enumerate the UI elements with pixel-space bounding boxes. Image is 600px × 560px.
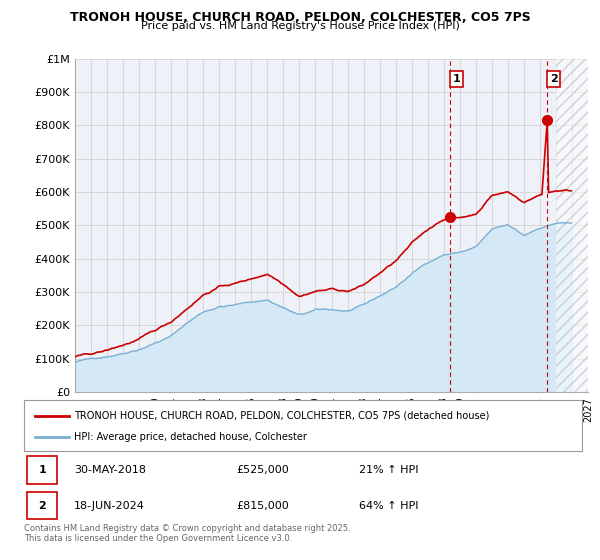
Text: Price paid vs. HM Land Registry's House Price Index (HPI): Price paid vs. HM Land Registry's House … (140, 21, 460, 31)
FancyBboxPatch shape (27, 492, 58, 519)
Bar (556, 59, 588, 392)
FancyBboxPatch shape (24, 400, 582, 451)
Text: Contains HM Land Registry data © Crown copyright and database right 2025.
This d: Contains HM Land Registry data © Crown c… (24, 524, 350, 543)
FancyBboxPatch shape (27, 456, 58, 484)
Text: 30-MAY-2018: 30-MAY-2018 (74, 465, 146, 475)
Text: £525,000: £525,000 (236, 465, 289, 475)
Text: 64% ↑ HPI: 64% ↑ HPI (359, 501, 418, 511)
Text: 2: 2 (550, 74, 557, 84)
Text: 1: 1 (38, 465, 46, 475)
Text: 2: 2 (38, 501, 46, 511)
Text: 1: 1 (452, 74, 460, 84)
Text: TRONOH HOUSE, CHURCH ROAD, PELDON, COLCHESTER, CO5 7PS (detached house): TRONOH HOUSE, CHURCH ROAD, PELDON, COLCH… (74, 410, 490, 421)
Text: £815,000: £815,000 (236, 501, 289, 511)
Text: HPI: Average price, detached house, Colchester: HPI: Average price, detached house, Colc… (74, 432, 307, 442)
Text: TRONOH HOUSE, CHURCH ROAD, PELDON, COLCHESTER, CO5 7PS: TRONOH HOUSE, CHURCH ROAD, PELDON, COLCH… (70, 11, 530, 24)
Text: 21% ↑ HPI: 21% ↑ HPI (359, 465, 418, 475)
Text: 18-JUN-2024: 18-JUN-2024 (74, 501, 145, 511)
